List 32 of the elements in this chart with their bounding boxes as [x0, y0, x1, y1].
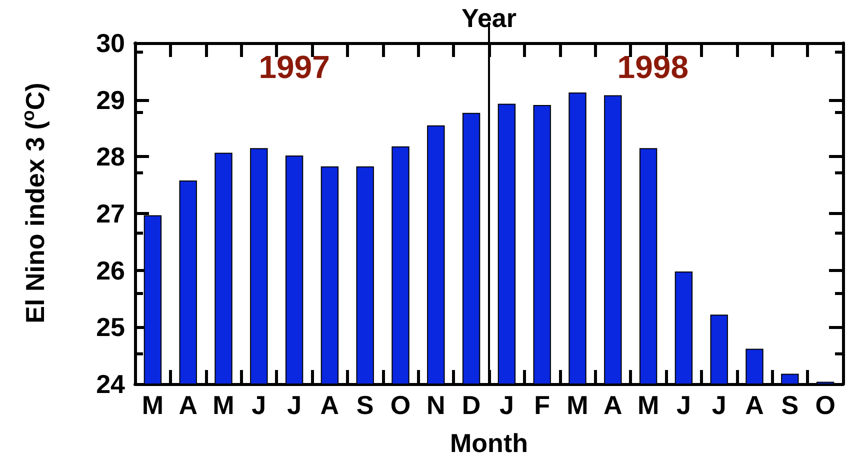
x-tick-label: S [781, 390, 799, 420]
x-tick-label: J [676, 390, 691, 420]
x-tick-label: J [499, 390, 514, 420]
y-tick-label: 24 [96, 369, 126, 399]
x-tick-label: M [637, 390, 660, 420]
x-tick-label: M [566, 390, 588, 420]
x2-axis-title: Year [462, 3, 516, 33]
x-tick-label: A [320, 390, 340, 420]
x-tick-label: F [534, 390, 550, 420]
y-tick-label: 29 [96, 84, 125, 115]
y-tick-label: 26 [96, 255, 125, 286]
y-tick-label: 28 [96, 142, 125, 172]
annotation: 1997 [258, 49, 330, 85]
y-tick-label: 27 [96, 198, 125, 228]
x-tick-label: S [356, 390, 374, 420]
x-tick-label: M [212, 390, 234, 420]
x-tick-label: O [815, 390, 836, 420]
x-tick-label: A [178, 390, 198, 420]
y-tick-label: 25 [96, 312, 125, 342]
annotation: 1998 [617, 49, 688, 85]
x-tick-label: J [287, 390, 302, 420]
x-tick-label: N [426, 390, 446, 420]
x-tick-label: A [745, 390, 764, 420]
y-axis-title: El Nino index 3 (oC) [18, 82, 50, 324]
x-axis-title: Month [450, 428, 528, 458]
x-tick-label: M [142, 390, 164, 420]
x-tick-label: D [462, 390, 481, 420]
y-tick-label: 30 [96, 28, 125, 58]
x-tick-label: J [252, 390, 266, 420]
x-tick-label: O [390, 390, 411, 420]
x-tick-label: A [604, 390, 623, 420]
x-tick-label: J [712, 390, 726, 420]
